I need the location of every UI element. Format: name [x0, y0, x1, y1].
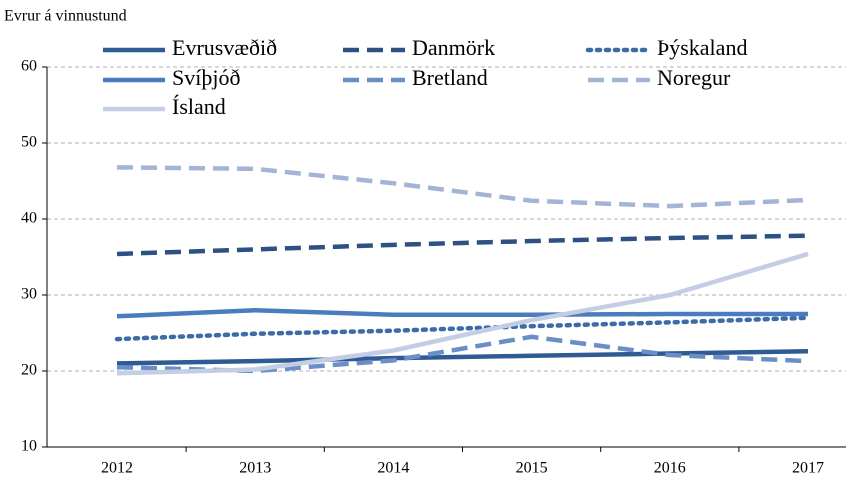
- x-tick-label: 2017: [792, 460, 824, 477]
- x-tick-label: 2014: [377, 460, 409, 477]
- x-tick-label: 2016: [654, 460, 686, 477]
- x-tick-label: 2013: [239, 460, 271, 477]
- y-tick-label: 50: [21, 134, 37, 151]
- legend-label: Noregur: [657, 65, 731, 90]
- series-line: [116, 251, 809, 376]
- series-line: [114, 315, 811, 342]
- series-line: [116, 307, 808, 319]
- series-line: [116, 334, 809, 374]
- legend-label: Bretland: [412, 65, 488, 90]
- legend-label: Evrusvæðið: [172, 35, 277, 60]
- y-tick-label: 40: [21, 210, 37, 227]
- y-tick-label: 30: [21, 286, 37, 303]
- x-tick-label: 2012: [101, 460, 133, 477]
- series-line: [116, 348, 809, 366]
- y-axis-label: Evrur á vinnustund: [4, 8, 127, 25]
- legend-label: Svíþjóð: [172, 65, 240, 90]
- legend-label: Þýskaland: [657, 35, 747, 60]
- x-tick-label: 2015: [516, 460, 548, 477]
- y-tick-label: 60: [21, 58, 37, 75]
- series-line: [116, 233, 809, 257]
- legend-label: Danmörk: [412, 35, 495, 60]
- legend-label: Ísland: [172, 94, 226, 119]
- y-tick-label: 20: [21, 362, 37, 379]
- series-line: [116, 165, 809, 209]
- y-tick-label: 10: [21, 438, 37, 455]
